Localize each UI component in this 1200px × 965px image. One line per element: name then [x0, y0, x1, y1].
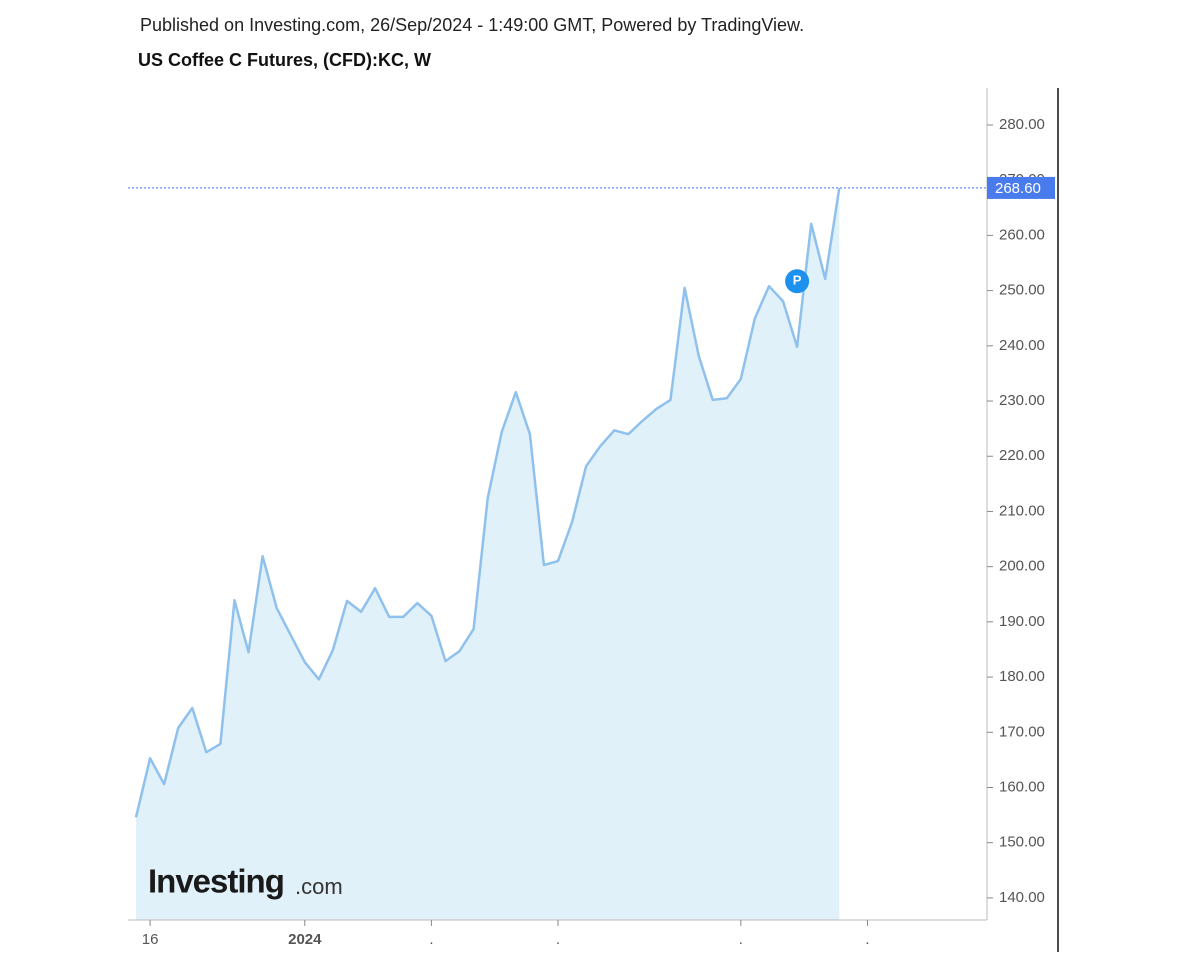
y-tick-label: 230.00	[999, 392, 1045, 409]
y-tick-label: 150.00	[999, 834, 1045, 851]
x-tick-label: .	[556, 931, 560, 948]
x-tick-label: .	[865, 931, 869, 948]
y-tick-label: 250.00	[999, 282, 1045, 299]
last-price-box	[987, 176, 1055, 199]
y-tick-label: 160.00	[999, 778, 1045, 795]
logo: Investing .com	[148, 863, 343, 900]
price-line	[134, 187, 841, 818]
x-tick-label: 16	[142, 931, 159, 948]
y-tick-label: 280.00	[999, 116, 1045, 133]
y-tick-label: 140.00	[999, 889, 1045, 906]
y-tick-label: 190.00	[999, 613, 1045, 630]
y-tick-label: 170.00	[999, 723, 1045, 740]
y-tick-label: 220.00	[999, 447, 1045, 464]
x-tick-label: .	[429, 931, 433, 948]
x-tick-label: .	[739, 931, 743, 948]
y-tick-label: 240.00	[999, 337, 1045, 354]
y-tick-label: 260.00	[999, 226, 1045, 243]
chart-title: US Coffee C Futures, (CFD):KC, W	[138, 50, 431, 70]
area-fill	[136, 187, 840, 920]
logo-suffix: .com	[295, 874, 343, 899]
y-tick-label: 200.00	[999, 558, 1045, 575]
x-tick-label: 2024	[288, 931, 322, 948]
logo-main: Investing	[148, 863, 284, 900]
y-tick-label: 180.00	[999, 668, 1045, 685]
y-tick-label: 210.00	[999, 502, 1045, 519]
chart-subtitle: Published on Investing.com, 26/Sep/2024 …	[140, 15, 804, 35]
annotation-label: P	[793, 273, 802, 288]
annotation-marker	[785, 269, 810, 294]
plot	[134, 187, 841, 920]
last-price-label: 268.60	[995, 180, 1041, 197]
